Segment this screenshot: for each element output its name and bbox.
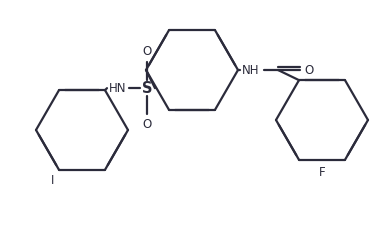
Text: HN: HN xyxy=(109,82,127,95)
Text: S: S xyxy=(142,81,152,96)
Text: F: F xyxy=(319,166,325,179)
Text: O: O xyxy=(142,45,152,58)
Text: I: I xyxy=(51,174,55,187)
Text: NH: NH xyxy=(242,63,260,77)
Text: O: O xyxy=(304,63,313,77)
Text: O: O xyxy=(142,118,152,131)
